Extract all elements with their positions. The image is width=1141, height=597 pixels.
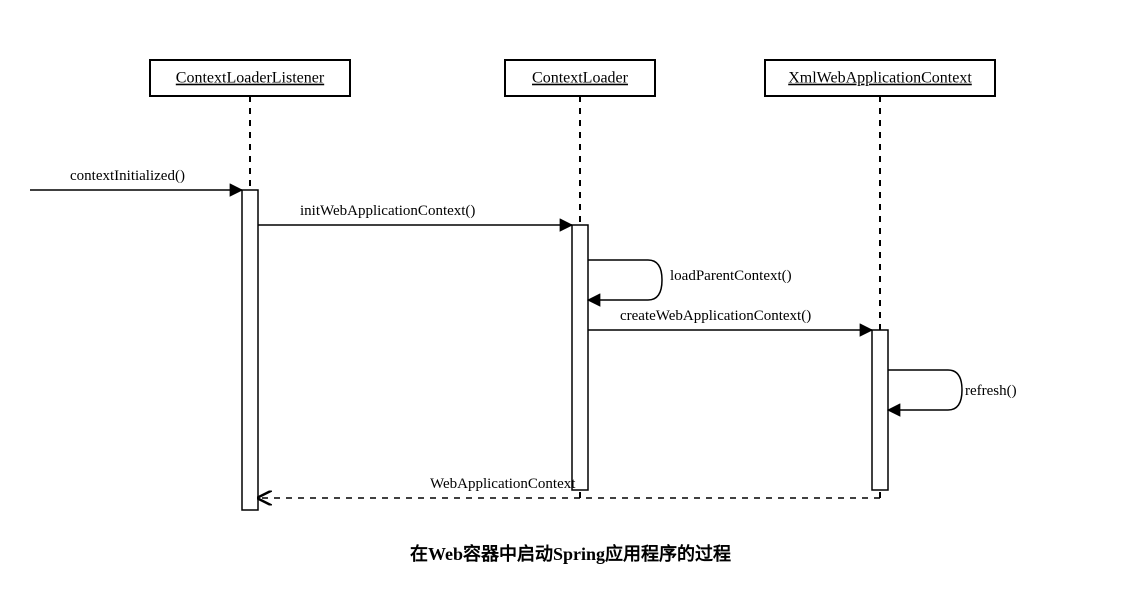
activation-cll xyxy=(242,190,258,510)
activation-cl xyxy=(572,225,588,490)
lifeline-label-xwac: XmlWebApplicationContext xyxy=(788,70,972,87)
message-label-5: WebApplicationContext xyxy=(430,476,576,492)
diagram-caption: 在Web容器中启动Spring应用程序的过程 xyxy=(410,543,731,564)
message-label-0: contextInitialized() xyxy=(70,168,185,184)
sequence-diagram: ContextLoaderListener ContextLoader XmlWeb… xyxy=(0,0,1141,597)
lifeline-label-cll: ContextLoaderListener xyxy=(176,70,325,87)
message-label-4: refresh() xyxy=(965,383,1017,399)
message-label-2: loadParentContext() xyxy=(670,268,792,284)
message-label-1: initWebApplicationContext() xyxy=(300,203,475,219)
lifeline-label-cl: ContextLoader xyxy=(532,70,629,87)
message-label-3: createWebApplicationContext() xyxy=(620,308,811,324)
activation-xwac xyxy=(872,330,888,490)
